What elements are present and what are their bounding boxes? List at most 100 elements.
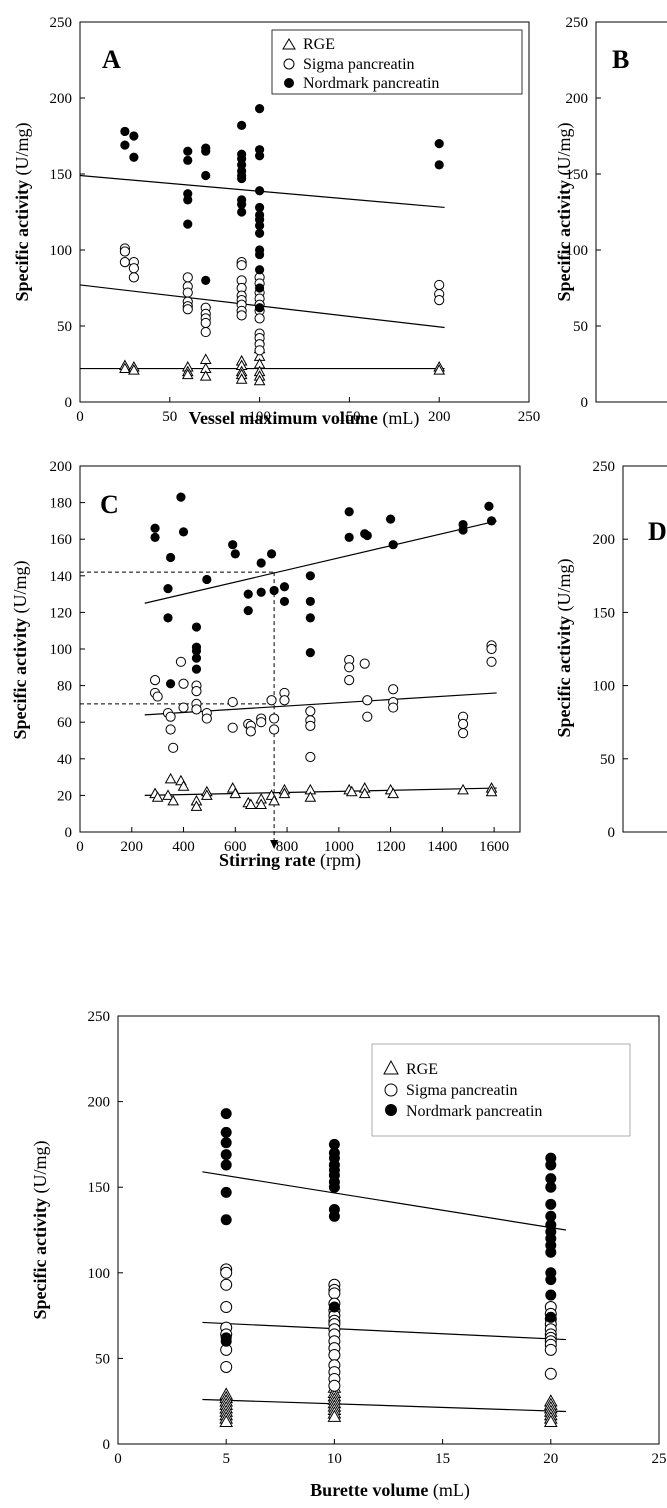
data-point-open-circle	[175, 656, 187, 667]
data-point-open-circle	[344, 662, 355, 673]
data-point-filled-circle	[220, 1108, 232, 1120]
ytick-label: 50	[600, 752, 615, 768]
xtick-label: 1200	[376, 839, 406, 855]
ytick-label: 150	[50, 167, 73, 183]
xtick-label: 100	[248, 409, 271, 425]
ytick-label: 0	[581, 395, 589, 411]
ytick-label: 50	[573, 319, 588, 335]
xtick-label: 800	[276, 839, 299, 855]
legend-label-sigma: Sigma pancreatin	[303, 56, 415, 73]
data-point-open-circle	[457, 728, 469, 739]
panel-a-legend-box	[271, 29, 523, 95]
data-point-triangle	[235, 373, 248, 384]
data-point-open-circle	[266, 695, 277, 706]
xtick-label: 200	[428, 409, 451, 425]
ytick-label: 150	[593, 605, 616, 621]
data-point-open-circle	[269, 713, 280, 724]
panel-a-letter: A	[102, 45, 121, 74]
legend-label-nordmark: Nordmark pancreatin	[406, 1103, 542, 1120]
panel-burette-frame	[117, 1015, 660, 1445]
data-point-filled-circle	[220, 1335, 232, 1347]
xtick-label: 0	[114, 1451, 122, 1467]
data-point-open-circle	[200, 317, 211, 329]
data-point-triangle	[167, 794, 180, 806]
data-point-filled-circle	[269, 585, 279, 596]
data-point-filled-circle	[129, 131, 139, 141]
data-point-filled-circle	[191, 664, 202, 674]
data-point-filled-circle	[243, 589, 253, 599]
data-point-filled-circle	[434, 139, 444, 149]
trendline	[202, 1171, 567, 1231]
data-point-filled-circle	[255, 221, 265, 231]
data-point-filled-circle	[385, 514, 396, 524]
data-point-filled-circle	[165, 679, 176, 689]
data-point-triangle	[190, 800, 203, 811]
xtick-label: 25	[652, 1451, 667, 1467]
panel-burette-legend: RGE Sigma pancreatin Nordmark pancreatin	[371, 1043, 631, 1137]
data-point-filled-circle	[220, 1149, 232, 1161]
data-point-filled-circle	[183, 155, 193, 165]
data-point-open-circle	[305, 751, 316, 763]
xtick-label: 1400	[427, 839, 457, 855]
data-point-triangle	[162, 789, 174, 800]
ytick-label: 100	[50, 243, 73, 259]
data-point-open-circle	[388, 702, 399, 713]
trendline	[202, 1398, 566, 1413]
data-point-filled-circle	[129, 152, 139, 162]
data-point-filled-circle	[220, 1214, 232, 1226]
trendline	[144, 520, 497, 604]
data-point-triangle	[199, 353, 212, 364]
panel-a-ticks: 0 50 100 150 200 250 0 50 100 150 200 250	[50, 15, 541, 425]
ytick-label: 0	[65, 395, 73, 411]
data-point-open-circle	[245, 726, 256, 737]
data-point-open-circle	[191, 685, 202, 697]
data-point-filled-circle	[279, 582, 290, 592]
panel-burette-trendlines	[202, 1171, 567, 1413]
data-point-open-circle	[344, 675, 355, 686]
data-point-filled-circle	[163, 613, 173, 623]
data-point-filled-circle	[266, 549, 277, 559]
xtick-label: 0	[76, 409, 84, 425]
data-point-open-circle	[201, 713, 212, 724]
data-point-filled-circle	[228, 540, 238, 550]
data-point-filled-circle	[545, 1198, 557, 1210]
data-point-open-circle	[362, 711, 373, 722]
trendline	[202, 1321, 566, 1341]
data-point-triangle	[229, 787, 242, 799]
legend-label-sigma: Sigma pancreatin	[406, 1082, 518, 1099]
data-point-open-circle	[200, 326, 211, 338]
data-point-triangle	[485, 785, 498, 797]
data-point-open-circle	[544, 1367, 557, 1380]
data-point-open-circle	[152, 691, 163, 702]
data-point-open-circle	[328, 1348, 341, 1361]
data-point-triangle	[200, 789, 213, 800]
xtick-label: 15	[435, 1451, 450, 1467]
data-point-filled-circle	[545, 1159, 557, 1171]
data-point-open-circle	[254, 313, 265, 324]
data-point-filled-circle	[545, 1311, 557, 1323]
data-point-filled-circle	[183, 146, 193, 156]
data-point-open-circle	[182, 304, 193, 315]
data-point-filled-circle	[202, 574, 212, 585]
ytick-label: 0	[608, 825, 616, 841]
data-point-open-circle	[457, 718, 469, 730]
ytick-label: 250	[50, 15, 73, 31]
data-point-triangle	[304, 791, 317, 802]
data-point-triangle	[327, 1409, 342, 1422]
data-point-triangle	[433, 364, 446, 375]
data-point-filled-circle	[201, 146, 211, 156]
xtick-label: 10	[327, 1451, 342, 1467]
data-point-filled-circle	[545, 1210, 557, 1222]
data-point-triangle	[268, 794, 280, 806]
legend-filled-circle-icon	[284, 78, 294, 88]
data-point-filled-circle	[328, 1301, 340, 1313]
data-point-filled-circle	[255, 303, 265, 313]
data-point-filled-circle	[220, 1137, 232, 1149]
panel-c-points	[149, 492, 498, 811]
ytick-label: 80	[57, 679, 72, 695]
data-point-filled-circle	[191, 653, 202, 663]
xtick-label: 1000	[324, 839, 354, 855]
data-point-filled-circle	[255, 186, 265, 196]
ytick-label: 100	[88, 1266, 111, 1282]
